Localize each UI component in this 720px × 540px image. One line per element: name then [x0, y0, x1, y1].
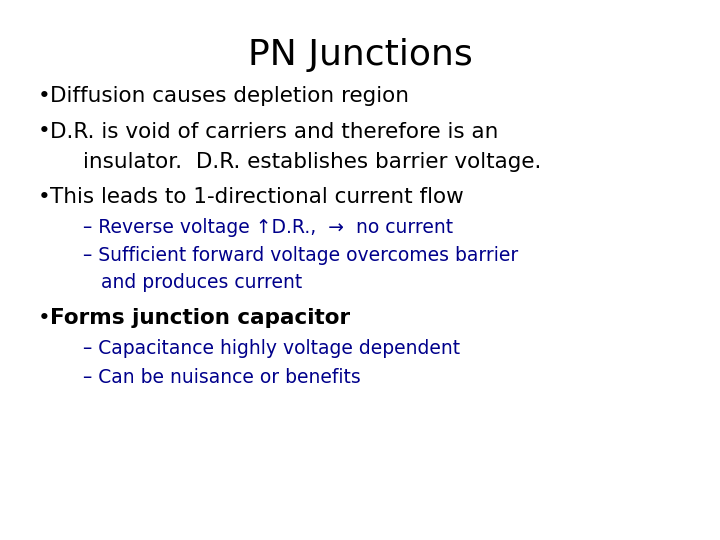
Text: •: •: [38, 187, 51, 207]
Text: PN Junctions: PN Junctions: [248, 38, 472, 72]
Text: •: •: [38, 86, 51, 106]
Text: – Capacitance highly voltage dependent: – Capacitance highly voltage dependent: [83, 339, 460, 358]
Text: – Sufficient forward voltage overcomes barrier: – Sufficient forward voltage overcomes b…: [83, 246, 518, 265]
Text: •: •: [38, 122, 51, 141]
Text: Diffusion causes depletion region: Diffusion causes depletion region: [50, 86, 410, 106]
Text: and produces current: and produces current: [83, 273, 302, 292]
Text: – Reverse voltage ↑D.R.,  →  no current: – Reverse voltage ↑D.R., → no current: [83, 218, 453, 237]
Text: D.R. is void of carriers and therefore is an: D.R. is void of carriers and therefore i…: [50, 122, 499, 141]
Text: This leads to 1-directional current flow: This leads to 1-directional current flow: [50, 187, 464, 207]
Text: •: •: [38, 308, 51, 328]
Text: insulator.  D.R. establishes barrier voltage.: insulator. D.R. establishes barrier volt…: [83, 152, 541, 172]
Text: Forms junction capacitor: Forms junction capacitor: [50, 308, 351, 328]
Text: – Can be nuisance or benefits: – Can be nuisance or benefits: [83, 368, 361, 387]
